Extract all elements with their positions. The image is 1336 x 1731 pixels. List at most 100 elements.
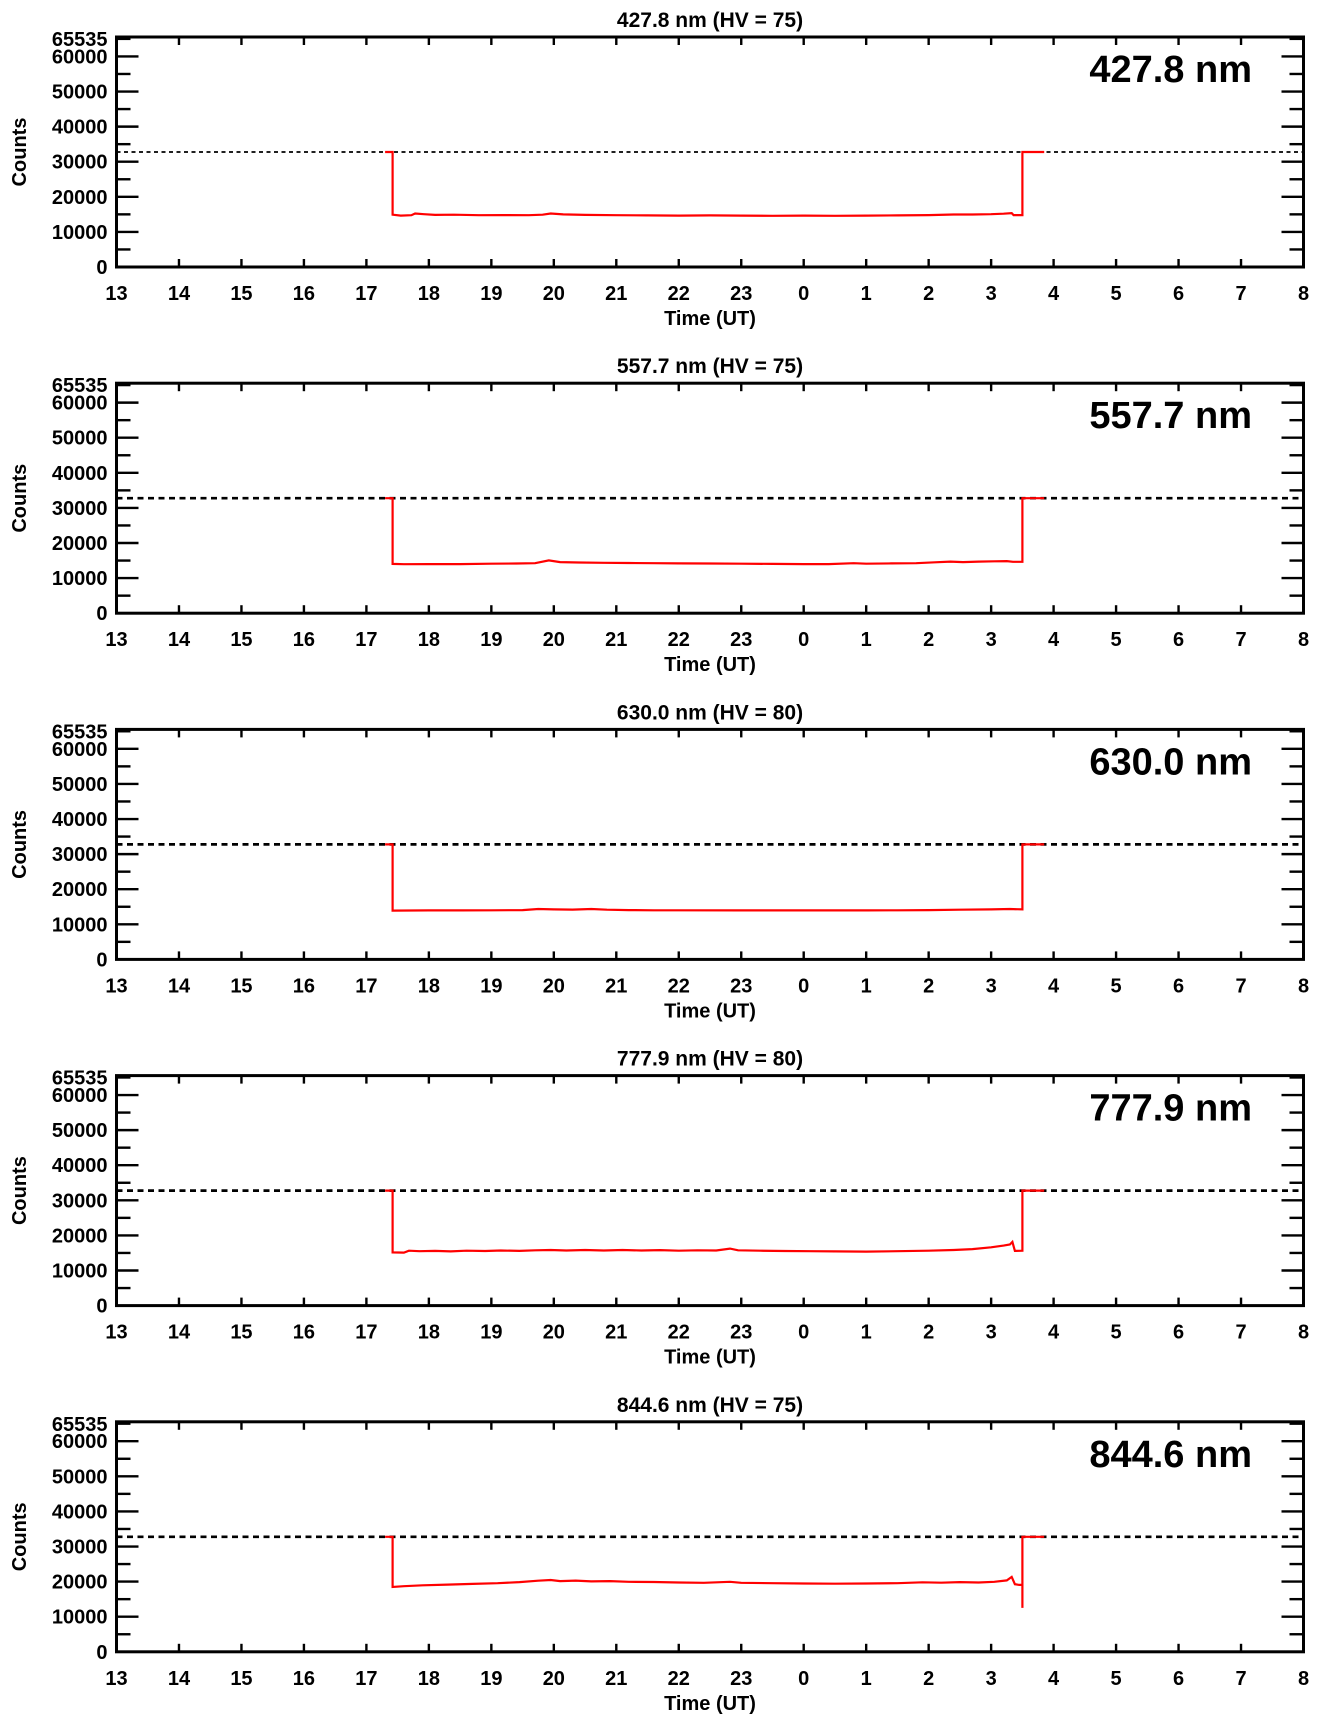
y-tick-label: 20000 [52,879,108,901]
x-tick-label: 20 [543,1668,565,1690]
x-tick-label: 6 [1173,629,1184,651]
x-tick-label: 23 [730,1322,752,1344]
x-tick-label: 1 [861,1322,872,1344]
x-tick-label: 13 [105,1668,127,1690]
x-tick-label: 0 [798,1322,809,1344]
panel-title: 844.6 nm (HV = 75) [617,1394,803,1417]
corner-label: 427.8 nm [1089,49,1252,91]
y-axis-label: Counts [9,118,31,187]
x-tick-label: 5 [1111,283,1122,305]
x-tick-label: 17 [355,1668,377,1690]
y-tick-label: 10000 [52,222,108,244]
panel-427.8-nm: 427.8 nm (HV = 75) 0 10000 20000 30000 40000 5… [9,9,1309,330]
y-tick-label: 0 [96,1296,107,1318]
x-tick-label: 7 [1235,629,1246,651]
x-tick-label: 23 [730,975,752,997]
x-tick-label: 16 [293,1322,315,1344]
y-tick-label: 0 [96,603,107,625]
x-tick-label: 21 [605,975,627,997]
x-tick-label: 6 [1173,1668,1184,1690]
y-axis-label: Counts [9,1502,31,1571]
x-tick-label: 22 [668,283,690,305]
y-top-tick-label: 65535 [52,29,108,51]
x-tick-label: 8 [1298,1668,1309,1690]
x-tick-label: 3 [986,283,997,305]
y-tick-label: 30000 [52,844,108,866]
x-tick-label: 13 [105,975,127,997]
trace-line [385,1535,1045,1608]
panel-title: 777.9 nm (HV = 80) [617,1048,803,1071]
x-tick-label: 15 [230,283,252,305]
trace-line [385,843,1045,912]
x-tick-label: 5 [1111,1668,1122,1690]
x-tick-label: 19 [480,1322,502,1344]
y-tick-label: 50000 [52,1466,108,1488]
panel-844.6-nm: 844.6 nm (HV = 75) 0 10000 20000 30000 40000 5… [9,1394,1309,1715]
y-tick-label: 30000 [52,498,108,520]
x-tick-label: 7 [1235,283,1246,305]
x-tick-label: 17 [355,283,377,305]
axis-frame [115,1420,1305,1654]
x-tick-label: 16 [293,283,315,305]
x-tick-label: 22 [668,975,690,997]
y-tick-label: 10000 [52,1607,108,1629]
x-tick-label: 20 [543,629,565,651]
y-tick-label: 30000 [52,152,108,174]
x-tick-label: 1 [861,975,872,997]
x-tick-label: 2 [923,1668,934,1690]
x-tick-label: 17 [355,1322,377,1344]
x-tick-label: 23 [730,1668,752,1690]
x-tick-label: 14 [168,975,191,997]
trace-line [385,150,1045,217]
x-tick-label: 1 [861,1668,872,1690]
y-tick-label: 20000 [52,1572,108,1594]
x-tick-label: 8 [1298,1322,1309,1344]
y-tick-label: 30000 [52,1190,108,1212]
panel-title: 557.7 nm (HV = 75) [617,355,803,378]
x-tick-label: 15 [230,975,252,997]
x-tick-label: 6 [1173,1322,1184,1344]
x-tick-label: 19 [480,1668,502,1690]
x-tick-label: 4 [1048,629,1060,651]
x-axis-label: Time (UT) [664,308,756,330]
y-tick-label: 20000 [52,187,108,209]
x-tick-label: 19 [480,975,502,997]
x-tick-label: 21 [605,283,627,305]
panel-title: 630.0 nm (HV = 80) [617,701,803,724]
panel-777.9-nm: 777.9 nm (HV = 80) 0 10000 20000 30000 40000 5… [9,1048,1309,1369]
x-tick-label: 3 [986,975,997,997]
y-top-tick-label: 65535 [52,1414,108,1436]
axis-frame [115,1074,1305,1308]
corner-label: 630.0 nm [1089,741,1252,783]
panel-630.0-nm: 630.0 nm (HV = 80) 0 10000 20000 30000 40000 5… [9,701,1309,1022]
y-tick-label: 50000 [52,428,108,450]
x-tick-label: 22 [668,629,690,651]
x-tick-label: 5 [1111,629,1122,651]
x-tick-label: 2 [923,283,934,305]
x-tick-label: 13 [105,1322,127,1344]
trace-line [385,1189,1045,1254]
x-tick-label: 8 [1298,975,1309,997]
x-tick-label: 2 [923,1322,934,1344]
x-tick-label: 19 [480,283,502,305]
x-tick-label: 14 [168,1668,191,1690]
x-tick-label: 20 [543,975,565,997]
y-tick-label: 60000 [52,1431,108,1453]
x-tick-label: 1 [861,283,872,305]
corner-label: 777.9 nm [1089,1088,1252,1130]
y-tick-label: 40000 [52,1501,108,1523]
x-tick-label: 15 [230,1668,252,1690]
x-tick-label: 16 [293,975,315,997]
y-tick-label: 10000 [52,914,108,936]
trace-line [385,497,1045,566]
x-tick-label: 8 [1298,283,1309,305]
y-tick-label: 0 [96,257,107,279]
x-tick-label: 0 [798,975,809,997]
x-tick-label: 5 [1111,975,1122,997]
axis-frame [115,727,1305,961]
y-tick-label: 60000 [52,46,108,68]
x-tick-label: 7 [1235,1668,1246,1690]
x-tick-label: 14 [168,283,191,305]
x-tick-label: 18 [418,975,440,997]
